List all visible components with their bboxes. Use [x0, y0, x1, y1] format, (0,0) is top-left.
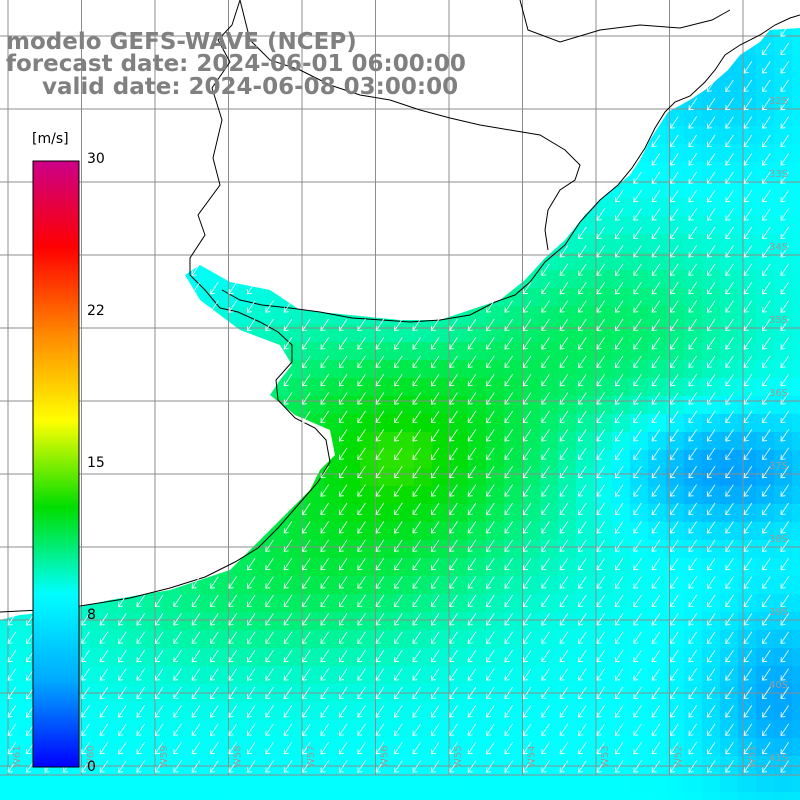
colorbar-tick-22: 22 — [87, 303, 105, 319]
latitude-labels: 32S 33S 34S 35S 36S 37S 38S 39S 40S 41S — [769, 96, 788, 764]
lat-label: 38S — [769, 534, 788, 545]
lon-label: W61 — [12, 745, 23, 768]
colorbar-tick-0: 0 — [87, 759, 96, 775]
lon-label: W57 — [306, 745, 317, 768]
lon-label: W55 — [453, 745, 464, 768]
colorbar-tick-30: 30 — [87, 151, 105, 167]
lat-lon-grid — [0, 0, 800, 776]
lat-label: 41S — [769, 753, 788, 764]
lon-label: W60 — [86, 745, 97, 768]
lon-label: W54 — [527, 745, 538, 768]
longitude-labels: W61 W60 W59 W58 W57 W56 W55 W54 W53 W52 W51 — [12, 745, 758, 768]
lat-label: 34S — [769, 242, 788, 253]
colorbar-tick-15: 15 — [87, 455, 105, 471]
lon-label: W56 — [380, 745, 391, 768]
wind-arrows — [7, 24, 789, 773]
lat-label: 37S — [769, 461, 788, 472]
title-valid-date: valid date: 2024-06-08 03:00:00 — [42, 74, 459, 100]
title-model: modelo GEFS-WAVE (NCEP) — [6, 29, 357, 55]
colorbar — [32, 160, 80, 768]
lat-label: 39S — [769, 607, 788, 618]
lat-label: 36S — [769, 388, 788, 399]
lon-label: W53 — [600, 745, 611, 768]
colorbar-unit: [m/s] — [32, 131, 69, 147]
coastline — [0, 0, 800, 613]
lon-label: W59 — [159, 745, 170, 768]
lon-label: W51 — [747, 745, 758, 768]
lat-label: 40S — [769, 680, 788, 691]
lon-label: W52 — [674, 745, 685, 768]
lat-label: 32S — [769, 96, 788, 107]
colorbar-tick-8: 8 — [87, 607, 96, 623]
lon-label: W58 — [233, 745, 244, 768]
lat-label: 35S — [769, 315, 788, 326]
land-mass — [0, 0, 800, 620]
title-forecast-date: forecast date: 2024-06-01 06:00:00 — [6, 51, 466, 77]
lat-label: 33S — [769, 169, 788, 180]
